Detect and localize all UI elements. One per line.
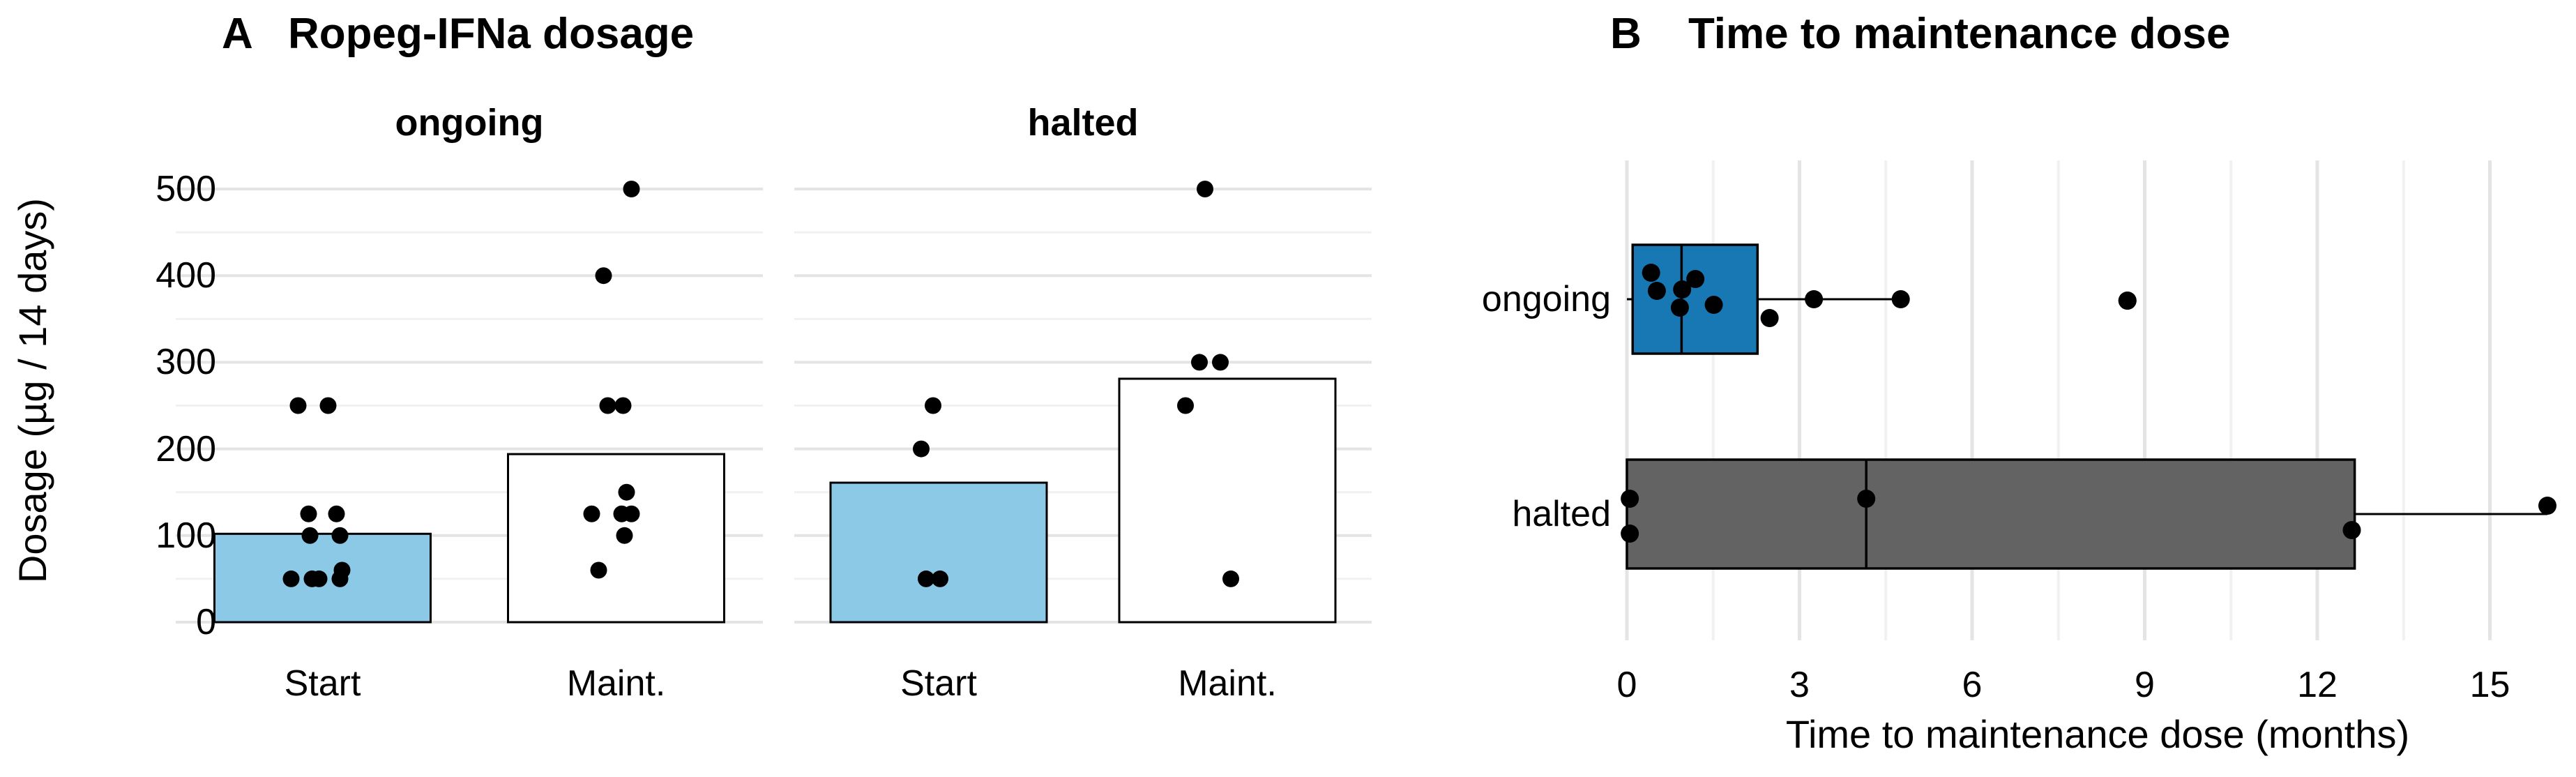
jitter-point [913,440,930,458]
bar-halted-start [829,481,1048,624]
outlier-point [2118,292,2137,310]
jitter-point [319,397,337,414]
jitter-point [1177,397,1194,414]
jitter-point [595,267,612,285]
x-axis-title: Time to maintenance dose (months) [1785,712,2410,756]
panel-a-tag: A [222,10,253,58]
row-label-halted: halted [1512,494,1611,534]
bar-ongoing-maint [507,453,725,624]
jitter-point [618,483,635,501]
jitter-point [918,570,934,587]
jitter-point [932,570,948,587]
jitter-point [599,397,616,414]
jitter-point [614,397,632,414]
jitter-point [282,570,300,587]
jitter-point [331,527,349,544]
y-tick-label: 300 [156,342,216,383]
x-tick-label: 6 [1962,665,1983,705]
data-point [1621,490,1639,508]
jitter-point [925,397,941,414]
x-category-label: Start [900,663,977,704]
jitter-point [590,561,607,579]
box-halted [1626,458,2356,570]
jitter-point [583,505,600,522]
data-point [1704,296,1723,314]
facet-strip-ongoing: ongoing [395,102,544,144]
y-tick-label: 0 [196,602,216,642]
data-point [1760,309,1779,327]
data-point [1647,282,1666,300]
jitter-point [1212,354,1229,371]
data-point [1857,490,1876,508]
panel-b-tag: B [1610,10,1642,58]
jitter-point [310,570,328,587]
y-tick-label: 200 [156,428,216,469]
panel-a-title: Ropeg-IFNa dosage [288,10,695,58]
row-label-ongoing: ongoing [1481,279,1611,319]
x-tick-label: 9 [2135,665,2155,705]
y-tick-label: 100 [156,515,216,556]
data-point [1891,290,1910,308]
x-tick-label: 0 [1616,665,1637,705]
data-point [2538,497,2556,515]
data-point [1805,290,1824,308]
y-tick-label: 500 [156,169,216,209]
jitter-point [300,505,317,522]
jitter-point [616,527,633,544]
y-tick-label: 400 [156,255,216,296]
data-point [1670,299,1689,317]
jitter-point [301,527,319,544]
x-tick-label: 15 [2469,665,2510,705]
jitter-point [331,570,349,587]
facet-strip-halted: halted [1027,102,1139,144]
jitter-point [328,505,345,522]
jitter-point [289,397,307,414]
data-point [1686,270,1705,288]
x-tick-label: 12 [2297,665,2338,705]
data-point [2342,521,2361,539]
jitter-point [1191,354,1208,371]
jitter-point [623,505,640,522]
box-ongoing [1631,243,1759,355]
x-category-label: Maint. [566,663,666,704]
data-point [1642,264,1660,282]
jitter-point [1222,570,1239,587]
data-point [1621,525,1639,543]
x-category-label: Start [284,663,361,704]
panel-b-title: Time to maintenance dose [1688,10,2231,58]
x-tick-label: 3 [1789,665,1810,705]
jitter-point [623,181,640,197]
y-axis-title: Dosage (µg / 14 days) [10,197,54,584]
jitter-point [1197,181,1213,197]
x-category-label: Maint. [1178,663,1277,704]
data-point [1673,280,1692,299]
